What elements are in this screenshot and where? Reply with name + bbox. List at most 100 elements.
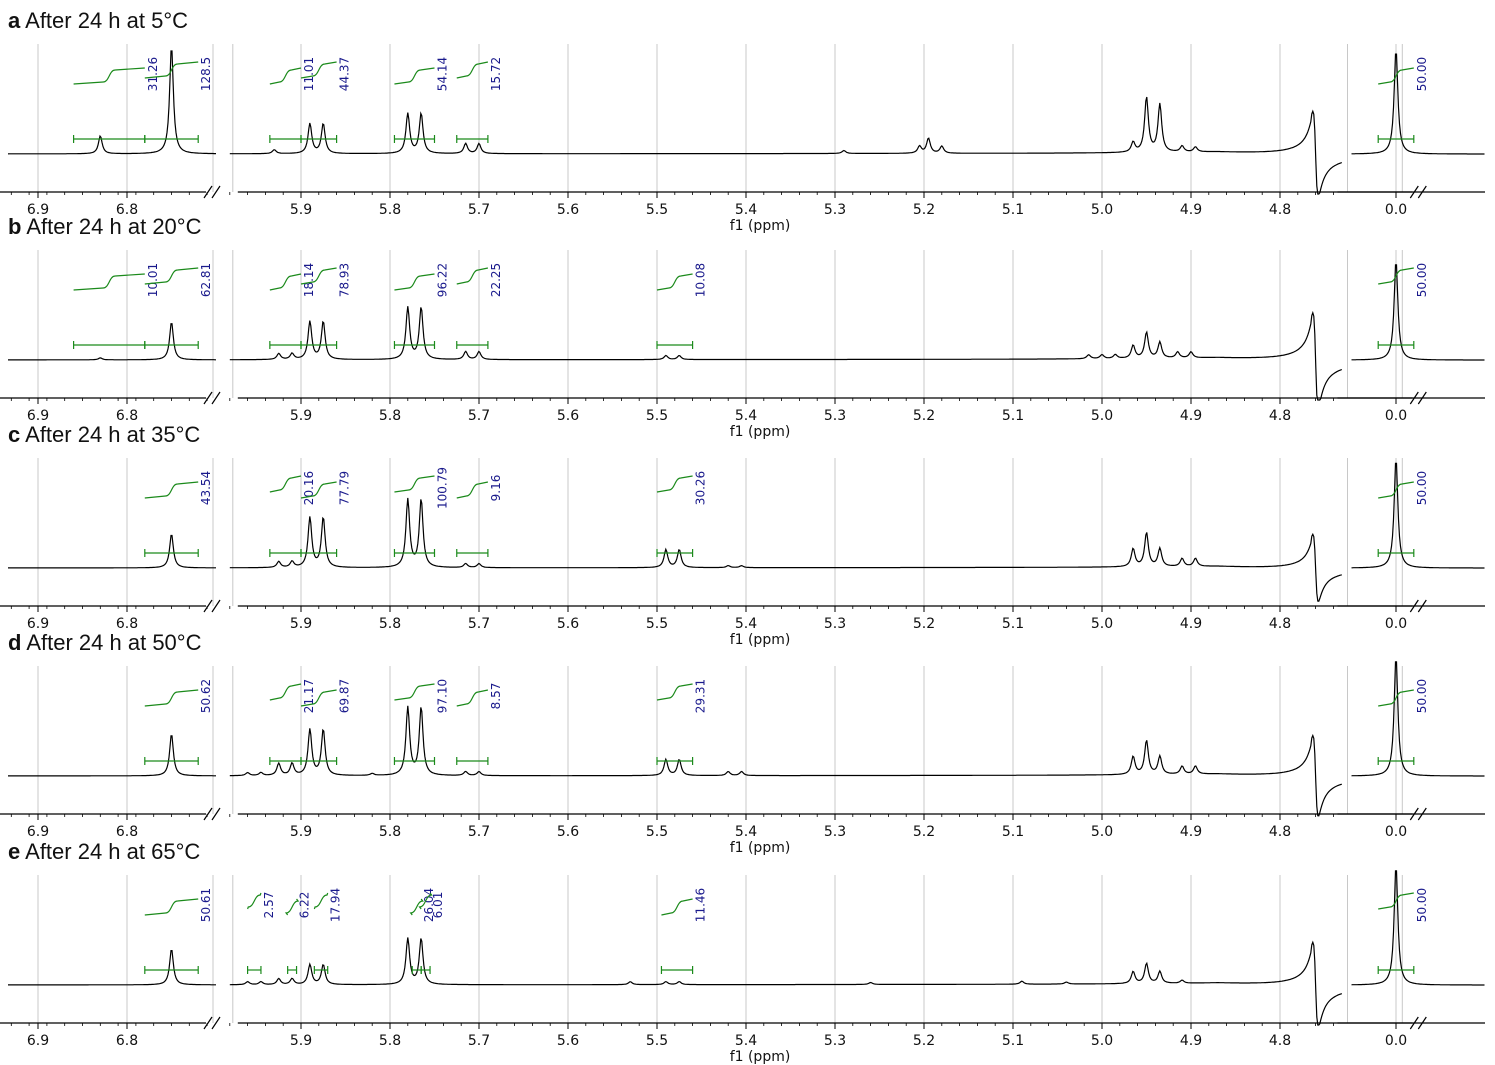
- integral-curve: [394, 683, 435, 701]
- panel-title-b: b After 24 h at 20°C: [8, 214, 202, 239]
- integral-curve: [300, 267, 337, 285]
- spectrum-trace: [8, 534, 216, 569]
- x-tick-label: 5.9: [290, 824, 312, 840]
- axis-break-mark: [211, 599, 221, 613]
- integral-curve: [73, 67, 145, 85]
- integral-value-label: 18.14: [302, 263, 316, 297]
- x-tick-label: 5.3: [824, 616, 846, 632]
- x-tick-label: 5.9: [290, 1033, 312, 1049]
- integral-curve: [394, 67, 435, 85]
- integral-value-label: 17.94: [329, 888, 343, 922]
- x-axis-title: f1 (ppm): [730, 632, 791, 648]
- integral-value-label: 29.31: [694, 679, 708, 713]
- x-tick-label: 5.6: [557, 616, 579, 632]
- integral-value-label: 10.08: [694, 263, 708, 297]
- integral-curve: [456, 689, 489, 707]
- axis-break-mark: [1409, 1016, 1419, 1030]
- panel-letter: c: [8, 422, 20, 447]
- integral-value-label: 11.46: [694, 888, 708, 922]
- x-tick-label: 5.8: [379, 408, 401, 424]
- axis-break-mark: [1417, 1016, 1427, 1030]
- x-tick-label: 5.2: [913, 408, 935, 424]
- integral-value-label: 22.25: [489, 263, 503, 297]
- x-tick-label: 6.8: [116, 202, 138, 218]
- x-tick-label: 4.9: [1180, 824, 1202, 840]
- x-tick-label: 5.4: [735, 1033, 757, 1049]
- x-tick-label: 5.5: [646, 824, 668, 840]
- panel-a: a After 24 h at 5°C 31.26 128.5 11.01 44.37 5…: [0, 8, 1485, 234]
- x-tick-label: 4.8: [1269, 408, 1291, 424]
- x-tick-label: 5.0: [1091, 408, 1113, 424]
- integral-curve: [456, 481, 489, 499]
- x-tick-label: 0.0: [1385, 408, 1407, 424]
- integral-curve: [300, 481, 337, 499]
- integral-value-label: 9.16: [489, 475, 503, 502]
- panel-title-text: After 24 h at 35°C: [20, 422, 200, 447]
- x-tick-label: 5.0: [1091, 202, 1113, 218]
- integral-value-label: 69.87: [338, 679, 352, 713]
- panel-title-text: After 24 h at 65°C: [20, 839, 200, 864]
- spectrum-trace: [1351, 462, 1485, 569]
- x-tick-label: 5.1: [1002, 408, 1024, 424]
- spectrum-trace: [8, 735, 216, 777]
- x-tick-label: 5.7: [468, 202, 490, 218]
- panel-letter: b: [8, 214, 21, 239]
- x-tick-label: 5.4: [735, 408, 757, 424]
- x-tick-label: 5.7: [468, 824, 490, 840]
- x-tick-label: 5.9: [290, 616, 312, 632]
- integral-curve: [284, 898, 300, 916]
- x-tick-label: 5.7: [468, 616, 490, 632]
- integral-curve: [418, 892, 433, 910]
- integral-value-label: 30.26: [694, 471, 708, 505]
- x-tick-label: 5.3: [824, 202, 846, 218]
- x-tick-label: 5.3: [824, 1033, 846, 1049]
- x-tick-label: 6.9: [27, 408, 49, 424]
- x-tick-label: 5.7: [468, 408, 490, 424]
- integral-curve: [1378, 892, 1414, 910]
- integral-curve: [394, 475, 435, 493]
- panel-title-a: a After 24 h at 5°C: [8, 8, 188, 33]
- integral-curve: [656, 475, 693, 493]
- x-tick-label: 5.1: [1002, 202, 1024, 218]
- integral-value-label: 77.79: [338, 471, 352, 505]
- x-tick-label: 6.9: [27, 1033, 49, 1049]
- integral-curve: [1378, 689, 1414, 707]
- spectrum-trace: [229, 306, 1343, 401]
- integral-value-label: 26.04: [422, 888, 436, 922]
- spectrum-trace: [8, 323, 216, 361]
- integral-value-label: 31.26: [146, 57, 160, 91]
- integral-curve: [269, 475, 302, 493]
- x-tick-label: 5.9: [290, 408, 312, 424]
- integral-value-label: 50.00: [1415, 57, 1429, 91]
- x-tick-label: 5.6: [557, 408, 579, 424]
- spectrum-trace: [7, 50, 216, 155]
- x-tick-label: 5.6: [557, 202, 579, 218]
- x-tick-label: 0.0: [1385, 1033, 1407, 1049]
- axis-break-mark: [203, 599, 213, 613]
- spectrum-trace: [8, 950, 216, 986]
- axis-break-mark: [203, 391, 213, 405]
- integral-value-label: 50.61: [199, 888, 213, 922]
- x-tick-label: 6.8: [116, 1033, 138, 1049]
- panel-letter: d: [8, 630, 21, 655]
- panel-d: d After 24 h at 50°C 50.62 21.17 69.87 97.10…: [0, 630, 1485, 856]
- x-tick-label: 4.9: [1180, 202, 1202, 218]
- panel-letter: e: [8, 839, 20, 864]
- panel-title-text: After 24 h at 50°C: [21, 630, 201, 655]
- x-tick-label: 6.9: [27, 824, 49, 840]
- axis-break-mark: [203, 807, 213, 821]
- integral-value-label: 97.10: [436, 679, 450, 713]
- x-tick-label: 5.1: [1002, 824, 1024, 840]
- panel-b: b After 24 h at 20°C 10.01 62.81 18.14 78.93…: [0, 214, 1485, 440]
- x-tick-label: 5.0: [1091, 1033, 1113, 1049]
- integral-curve: [1378, 67, 1414, 85]
- x-tick-label: 5.4: [735, 202, 757, 218]
- integral-value-label: 50.62: [199, 679, 213, 713]
- x-tick-label: 5.2: [913, 1033, 935, 1049]
- integral-curve: [144, 898, 199, 916]
- axis-break-mark: [1417, 599, 1427, 613]
- spectrum-trace: [1351, 264, 1485, 361]
- integral-curve: [394, 273, 435, 291]
- integral-value-label: 6.22: [298, 892, 312, 919]
- integral-value-label: 6.01: [431, 892, 445, 919]
